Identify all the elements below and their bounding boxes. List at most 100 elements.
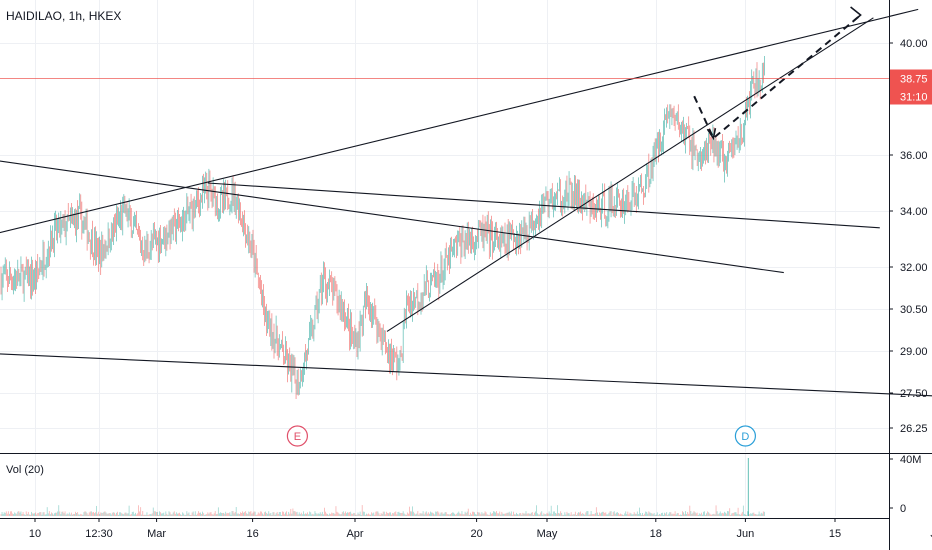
volume-bar bbox=[639, 507, 640, 516]
volume-bar bbox=[221, 512, 222, 516]
volume-bar bbox=[674, 511, 676, 516]
volume-bar bbox=[548, 511, 550, 516]
volume-bar bbox=[289, 513, 291, 516]
volume-bar bbox=[380, 513, 382, 516]
volume-bar bbox=[222, 513, 223, 516]
volume-bar bbox=[731, 513, 733, 516]
volume-bar bbox=[135, 512, 136, 516]
time-tick-label: May bbox=[537, 528, 558, 540]
volume-bar bbox=[579, 512, 580, 516]
volume-bar bbox=[757, 514, 759, 516]
volume-bar bbox=[171, 514, 173, 516]
volume-bar bbox=[236, 513, 238, 516]
volume-bar bbox=[285, 512, 286, 516]
volume-bar bbox=[16, 513, 18, 516]
volume-bar bbox=[558, 513, 559, 516]
volume-bar bbox=[233, 513, 235, 516]
volume-bar bbox=[444, 512, 446, 516]
volume-bar bbox=[430, 511, 431, 516]
volume-bar bbox=[582, 513, 584, 516]
volume-bar bbox=[499, 511, 501, 516]
volume-bar bbox=[664, 512, 665, 516]
volume-bar bbox=[451, 513, 452, 516]
volume-tick-label: 40M bbox=[900, 454, 921, 466]
volume-bar bbox=[129, 514, 131, 516]
volume-bar bbox=[385, 511, 387, 516]
volume-bar bbox=[84, 511, 86, 516]
volume-bar bbox=[304, 514, 305, 516]
volume-bar bbox=[112, 512, 114, 516]
volume-bar bbox=[678, 514, 680, 516]
volume-bar bbox=[61, 511, 63, 516]
volume-bar bbox=[530, 512, 532, 516]
volume-bar bbox=[618, 513, 619, 516]
time-tick-label: 16 bbox=[246, 528, 258, 540]
volume-bar bbox=[697, 514, 699, 516]
volume-bar bbox=[231, 511, 233, 516]
volume-bar bbox=[606, 514, 608, 516]
volume-bar bbox=[43, 512, 45, 516]
volume-bar bbox=[164, 514, 166, 516]
volume-bar bbox=[345, 511, 346, 516]
volume-bar bbox=[76, 512, 77, 516]
volume-bar bbox=[507, 512, 509, 516]
volume-bar bbox=[550, 505, 552, 516]
volume-bar bbox=[405, 514, 407, 516]
volume-bar bbox=[720, 513, 722, 516]
volume-bar bbox=[109, 513, 111, 516]
volume-bar bbox=[635, 513, 637, 516]
volume-bar bbox=[397, 512, 399, 516]
volume-bar bbox=[158, 514, 159, 516]
volume-bar bbox=[122, 513, 124, 516]
volume-bar bbox=[177, 513, 178, 516]
volume-bar bbox=[269, 513, 271, 516]
volume-bar bbox=[528, 513, 530, 516]
volume-bar bbox=[622, 514, 623, 516]
volume-bar bbox=[488, 514, 490, 516]
volume-bar bbox=[539, 514, 541, 516]
volume-bar bbox=[54, 513, 55, 516]
volume-bar bbox=[105, 512, 107, 516]
volume-bar bbox=[753, 512, 755, 516]
time-tick-label: 10 bbox=[29, 528, 41, 540]
volume-bar bbox=[319, 512, 321, 516]
volume-bar bbox=[415, 514, 417, 516]
volume-bar bbox=[219, 513, 220, 516]
volume-bar bbox=[436, 511, 438, 516]
volume-bar bbox=[220, 512, 221, 516]
volume-bar bbox=[749, 514, 751, 516]
volume-bar bbox=[42, 512, 44, 516]
volume-bar bbox=[301, 514, 303, 516]
volume-bar bbox=[178, 513, 179, 516]
volume-bar bbox=[41, 514, 43, 516]
volume-bar bbox=[392, 513, 394, 516]
volume-bar bbox=[284, 514, 285, 516]
event-marker-e bbox=[286, 425, 308, 447]
volume-bar bbox=[116, 512, 117, 516]
volume-bar bbox=[102, 512, 104, 516]
volume-bar bbox=[563, 514, 565, 516]
volume-bar bbox=[282, 511, 283, 516]
volume-bar bbox=[586, 511, 588, 516]
volume-bar bbox=[537, 513, 538, 516]
volume-bar bbox=[240, 512, 241, 516]
volume-bar bbox=[20, 511, 22, 516]
volume-bar bbox=[584, 514, 586, 516]
volume-bar bbox=[631, 514, 633, 516]
volume-bar bbox=[38, 512, 40, 516]
candles bbox=[0, 55, 765, 399]
volume-bar bbox=[696, 512, 698, 516]
volume-bar bbox=[627, 511, 629, 516]
volume-bar bbox=[357, 512, 359, 516]
volume-bar bbox=[401, 512, 403, 516]
volume-bar bbox=[645, 511, 647, 516]
volume-bar bbox=[286, 511, 287, 516]
volume-bar bbox=[18, 511, 20, 516]
volume-bar bbox=[144, 514, 146, 516]
volume-bar bbox=[182, 512, 184, 516]
volume-bar bbox=[175, 512, 177, 516]
volume-bar bbox=[288, 511, 290, 516]
volume-bar bbox=[73, 513, 74, 516]
volume-bar bbox=[632, 514, 634, 516]
